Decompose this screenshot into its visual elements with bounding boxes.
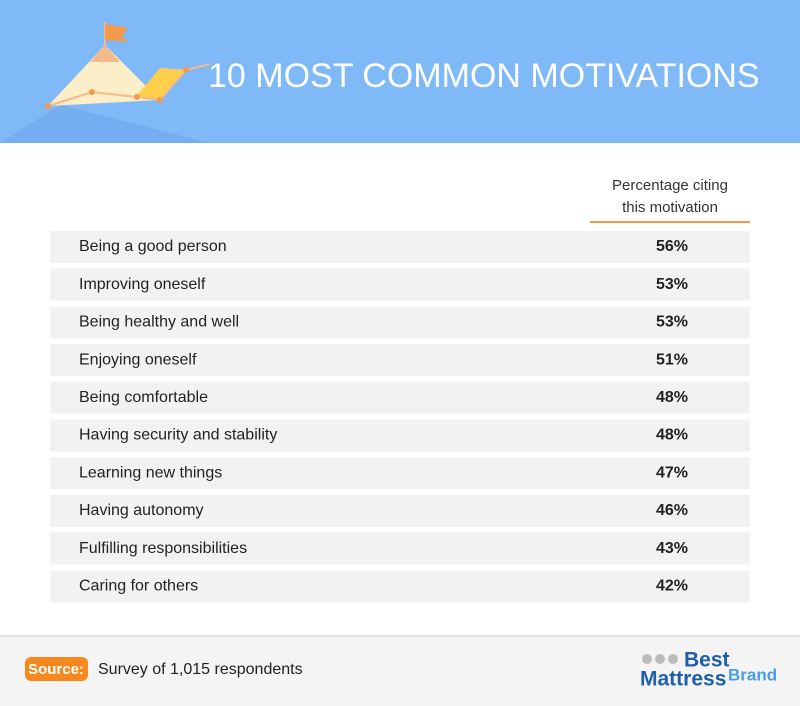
row-label: Caring for others [79,578,198,595]
footer-band [0,636,800,706]
brand-logo: Best Mattress Brand [640,649,777,691]
brand-word: Brand [728,665,777,684]
row-value: 48% [656,389,688,406]
row-separator [50,300,750,307]
row-value: 46% [656,502,688,519]
row-value: 53% [656,276,688,293]
row-separator [50,263,750,269]
row-value: 43% [656,540,688,557]
row-separator [50,376,750,382]
title: 10 MOST COMMON MOTIVATIONS [208,57,760,95]
row-value: 53% [656,314,688,331]
row-label: Improving oneself [79,276,206,293]
icon-shadow [0,105,210,143]
source-badge [25,657,88,681]
brand-word: Mattress [640,668,726,691]
source-text: Survey of 1,015 respondents [98,661,303,678]
row-separator [50,413,750,420]
row-separator [50,526,750,533]
column-header: this motivation [622,199,718,216]
row-separator [50,489,750,495]
row-label: Learning new things [79,464,222,481]
row-separator [50,564,750,571]
row-value: 47% [656,464,688,481]
row-label: Having security and stability [79,427,277,444]
table-body: Being a good person 56% Improving oneself 5… [50,231,750,603]
row-value: 56% [656,238,688,255]
row-label: Being a good person [79,238,227,255]
row-value: 48% [656,427,688,444]
row-separator [50,338,750,345]
row-label: Having autonomy [79,502,204,519]
header-band [0,0,800,143]
row-label: Fulfilling responsibilities [79,540,247,557]
row-label: Being comfortable [79,389,208,406]
row-label: Enjoying oneself [79,351,197,368]
row-value: 51% [656,351,688,368]
row-separator [50,451,750,458]
row-label: Being healthy and well [79,314,239,331]
brand-word: Best [684,649,730,672]
source-label: Source: [28,661,84,678]
column-header: Percentage citing [612,177,728,194]
mountain-icon [45,22,211,109]
row-value: 42% [656,578,688,595]
